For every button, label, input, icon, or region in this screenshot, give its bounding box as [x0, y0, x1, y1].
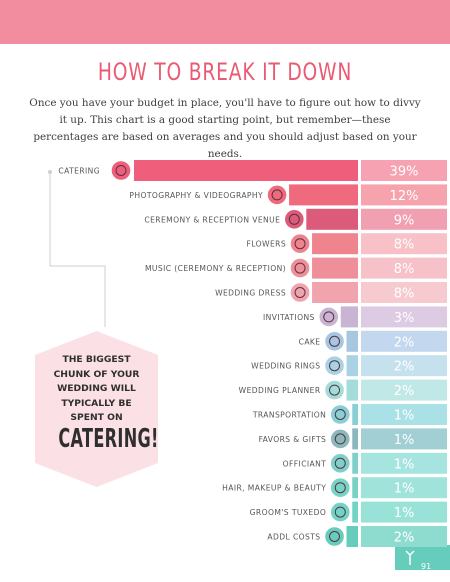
- pct-cell-3: [361, 233, 447, 255]
- planner-icon: [323, 379, 346, 401]
- category-label: PHOTOGRAPHY & VIDEOGRAPHY: [129, 191, 263, 200]
- pct-cell-9: [361, 379, 447, 401]
- footer-badge: [395, 545, 450, 570]
- pct-label: 1%: [394, 409, 415, 424]
- bar-3: [312, 233, 358, 255]
- pct-cell-1: [361, 184, 447, 206]
- pct-cell-2: [361, 208, 447, 230]
- callout-text: THE BIGGEST CHUNK OF YOUR WEDDING WILL T…: [53, 354, 140, 423]
- connector-line: [49, 172, 106, 327]
- callout-hexagon: [35, 331, 158, 487]
- pct-label: 8%: [394, 238, 415, 253]
- bar-15: [346, 526, 358, 547]
- bar-2: [306, 208, 358, 230]
- pct-label: 1%: [394, 457, 415, 472]
- pct-cell-5: [361, 282, 447, 303]
- bar-9: [346, 379, 358, 401]
- category-label: GROOM'S TUXEDO: [250, 508, 327, 517]
- bar-10: [352, 404, 358, 425]
- intro-paragraph: Once you have your budget in place, you'…: [29, 97, 421, 160]
- category-label: TRANSPORTATION: [252, 411, 326, 420]
- bar-7: [346, 330, 358, 352]
- officiant-icon: [329, 452, 351, 474]
- category-label: WEDDING DRESS: [215, 289, 286, 298]
- category-label: MUSIC (CEREMONY & RECEPTION): [145, 264, 286, 273]
- bar-6: [340, 306, 358, 328]
- pct-cell-7: [361, 330, 447, 352]
- category-label: OFFICIANT: [283, 459, 327, 468]
- heart-icon: [323, 525, 346, 548]
- camera-icon: [266, 184, 288, 206]
- bar-1: [289, 184, 358, 206]
- pct-label: 39%: [390, 165, 419, 180]
- callout-box: THE BIGGEST CHUNK OF YOUR WEDDING WILL T…: [35, 331, 158, 487]
- pct-label: 2%: [394, 384, 415, 399]
- bar-12: [352, 452, 358, 474]
- pct-label: 2%: [394, 531, 415, 546]
- pct-cell-10: [361, 404, 447, 425]
- pct-label: 8%: [394, 262, 415, 277]
- bar-8: [346, 355, 358, 377]
- bowtie-icon: [329, 501, 351, 523]
- page-number: 91: [421, 562, 432, 571]
- pct-cell-4: [361, 257, 447, 279]
- pct-cell-6: [361, 306, 447, 328]
- venue-icon: [283, 208, 306, 231]
- category-label: INVITATIONS: [263, 313, 315, 322]
- category-label: CEREMONY & RECEPTION VENUE: [144, 215, 280, 224]
- callout-highlight: CATERING!: [58, 424, 159, 454]
- pct-cell-13: [361, 477, 447, 499]
- bar-5: [312, 282, 358, 303]
- bar-0: [134, 160, 358, 181]
- bar-14: [352, 501, 358, 523]
- pct-label: 8%: [394, 287, 415, 302]
- pct-label: 1%: [394, 482, 415, 497]
- hanger-icon: [289, 281, 311, 304]
- page-title: HOW TO BREAK IT DOWN: [97, 58, 353, 86]
- bar-4: [312, 257, 358, 279]
- category-label: ADDL COSTS: [267, 533, 320, 542]
- flower-icon: [289, 232, 311, 255]
- connector-dot: [48, 170, 52, 174]
- budget-bar-chart: CATERING 39% PHOTOGRAPHY & VIDEOGRAPHY 12% C…: [48, 159, 450, 570]
- car-icon: [329, 403, 351, 426]
- category-label: FLOWERS: [247, 240, 287, 249]
- rings-icon: [323, 354, 346, 377]
- cake-icon: [323, 330, 346, 353]
- pct-label: 12%: [390, 189, 419, 204]
- pct-cell-15: [361, 526, 447, 547]
- category-label: WEDDING PLANNER: [239, 386, 321, 395]
- pct-label: 1%: [394, 433, 415, 448]
- gift-icon: [329, 428, 351, 450]
- pct-cell-11: [361, 428, 447, 450]
- footer-logo-icon: [405, 550, 415, 565]
- category-label: CATERING: [58, 167, 100, 176]
- pct-label: 2%: [394, 335, 415, 350]
- pct-label: 3%: [394, 311, 415, 326]
- category-label: HAIR, MAKEUP & BEAUTY: [222, 484, 326, 493]
- pct-cell-0: [361, 160, 447, 181]
- envelope-icon: [318, 306, 340, 328]
- bar-13: [352, 477, 358, 499]
- pct-cell-12: [361, 452, 447, 474]
- category-label: CAKE: [299, 337, 321, 346]
- category-label: WEDDING RINGS: [251, 362, 320, 371]
- guitar-icon: [289, 257, 311, 279]
- pct-cell-14: [361, 501, 447, 523]
- pct-label: 9%: [394, 213, 415, 228]
- lips-icon: [329, 477, 351, 499]
- cloche-icon: [110, 159, 132, 182]
- top-band: [0, 0, 450, 44]
- pct-label: 1%: [394, 506, 415, 521]
- category-label: FAVORS & GIFTS: [259, 435, 327, 444]
- pct-cell-8: [361, 355, 447, 377]
- bar-11: [352, 428, 358, 450]
- pct-label: 2%: [394, 360, 415, 375]
